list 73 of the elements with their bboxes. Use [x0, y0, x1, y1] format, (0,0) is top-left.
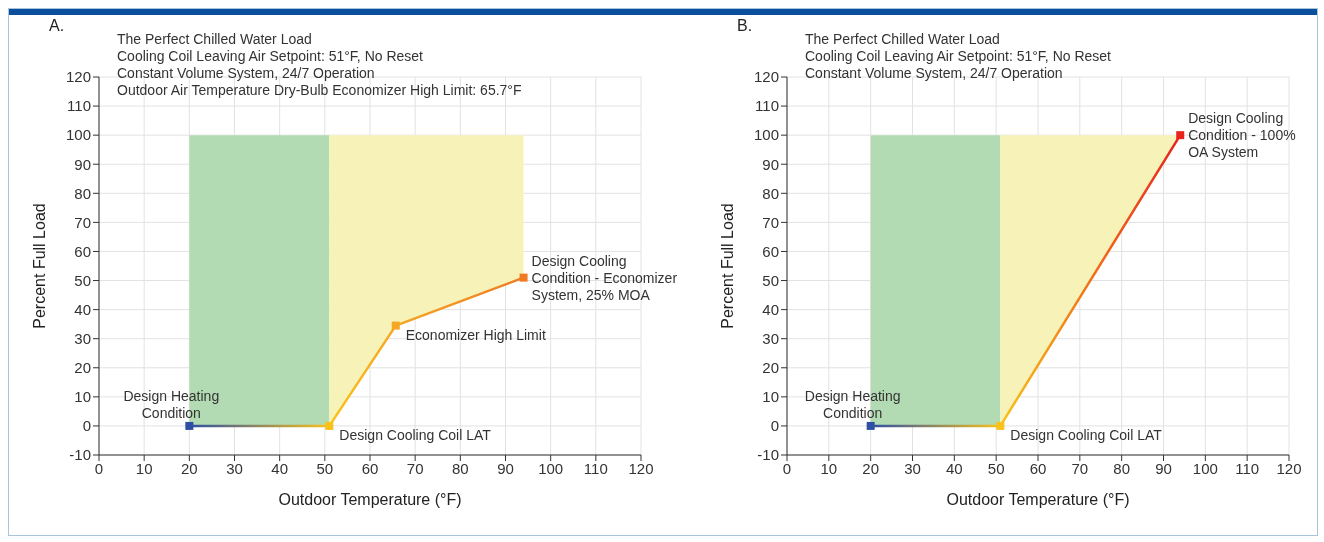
y-tick-label: 80 [762, 184, 779, 202]
annotation: Design Cooling Condition - 100% OA System [1188, 110, 1296, 161]
y-tick-label: 90 [74, 155, 91, 173]
annotation: Design Heating Condition [123, 387, 220, 421]
x-tick-label: 0 [94, 459, 104, 477]
chart-subtitle: The Perfect Chilled Water Load Cooling Coil Leaving Air Setpoint: 51°F, No Reset Constant Volume System, 24/7 Operation Outdoor Air Temperature Dry-Bulb Economizer High Limit: 65.7°F [117, 31, 522, 99]
x-tick-label: 40 [945, 459, 963, 477]
x-tick-label: 110 [583, 459, 608, 477]
x-tick-label: 90 [497, 459, 514, 477]
y-tick-label: 70 [762, 213, 779, 231]
annotation: Design Heating Condition [804, 387, 901, 421]
y-tick-label: 80 [74, 184, 91, 202]
x-tick-label: 90 [1155, 459, 1172, 477]
y-tick-label: -10 [69, 446, 91, 464]
y-tick-label: 30 [74, 330, 91, 348]
point [391, 321, 400, 330]
x-tick-label: 70 [1071, 459, 1089, 477]
y-tick-label: 120 [65, 68, 91, 86]
x-tick-label: 100 [538, 459, 564, 477]
y-axis-title: Percent Full Load [718, 203, 736, 329]
x-tick-label: 10 [135, 459, 153, 477]
x-tick-label: 80 [451, 459, 469, 477]
y-tick-label: 70 [74, 213, 91, 231]
x-tick-label: 10 [820, 459, 838, 477]
x-tick-label: 50 [987, 459, 1005, 477]
x-tick-label: 100 [1192, 459, 1218, 477]
x-tick-label: 40 [271, 459, 289, 477]
y-tick-label: 100 [753, 126, 779, 144]
y-tick-label: 90 [762, 155, 779, 173]
y-tick-label: 10 [74, 388, 91, 406]
annotation: Design Cooling Coil LAT [1010, 426, 1163, 443]
x-tick-label: 120 [628, 459, 654, 477]
y-tick-label: 0 [770, 417, 779, 435]
x-tick-label: 30 [226, 459, 243, 477]
y-tick-label: 60 [74, 242, 91, 260]
y-tick-label: 110 [755, 97, 779, 115]
x-tick-label: 80 [1113, 459, 1131, 477]
y-tick-label: 50 [762, 271, 779, 289]
y-tick-label: 20 [762, 359, 779, 377]
chart-subtitle: The Perfect Chilled Water Load Cooling Coil Leaving Air Setpoint: 51°F, No Reset Constant Volume System, 24/7 Operation [805, 31, 1111, 82]
y-tick-label: 20 [74, 359, 91, 377]
chart-title: A. [49, 17, 65, 35]
x-tick-label: 60 [361, 459, 379, 477]
y-tick-label: 120 [753, 68, 779, 86]
x-tick-label: 120 [1276, 459, 1302, 477]
y-tick-label: 50 [74, 271, 91, 289]
y-tick-label: 110 [67, 97, 91, 115]
y-tick-label: 60 [762, 242, 779, 260]
x-tick-label: 70 [406, 459, 424, 477]
annotation: Design Cooling Condition - Economizer System, 25% MOA [531, 252, 678, 303]
x-axis-title: Outdoor Temperature (°F) [946, 491, 1130, 508]
x-axis-title: Outdoor Temperature (°F) [278, 491, 462, 508]
annotation: Economizer High Limit [405, 326, 546, 343]
y-tick-label: 40 [74, 300, 91, 318]
annotation: Design Cooling Coil LAT [339, 426, 492, 443]
y-tick-label: 0 [82, 417, 91, 435]
x-tick-label: 30 [904, 459, 921, 477]
y-tick-label: 30 [762, 330, 779, 348]
x-tick-label: 60 [1029, 459, 1047, 477]
y-tick-label: 100 [65, 126, 91, 144]
y-axis-title: Percent Full Load [30, 203, 48, 329]
point [519, 273, 528, 282]
x-tick-label: 0 [782, 459, 792, 477]
x-tick-label: 110 [1235, 459, 1260, 477]
chart-title: B. [737, 17, 753, 35]
x-tick-label: 50 [316, 459, 334, 477]
x-tick-label: 20 [862, 459, 880, 477]
y-tick-label: 40 [762, 300, 779, 318]
x-tick-label: 20 [180, 459, 198, 477]
point [325, 421, 334, 430]
y-tick-label: -10 [757, 446, 779, 464]
y-tick-label: 10 [762, 388, 779, 406]
point [185, 421, 194, 430]
